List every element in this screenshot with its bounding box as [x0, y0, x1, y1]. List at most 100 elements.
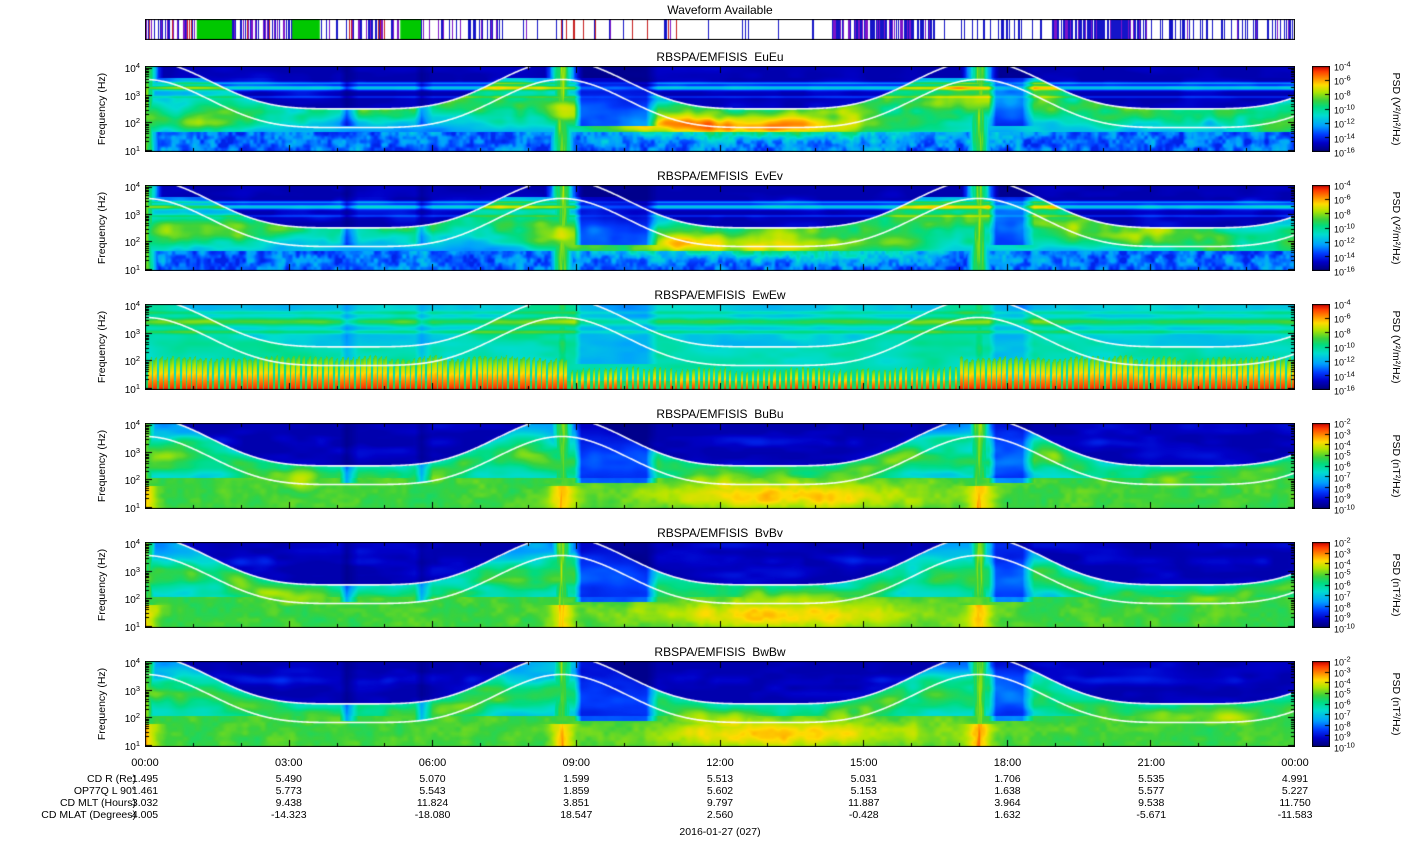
colorbar-tick-label: 10-4	[1334, 557, 1351, 570]
psd-axis-label-BwBw: PSD (nT²/Hz)	[1390, 672, 1402, 736]
y-tick-label: 101	[124, 381, 140, 396]
colorbar-tick-label: 10-8	[1334, 326, 1351, 340]
time-tick-label: 15:00	[849, 757, 878, 769]
y-tick-label: 102	[124, 353, 140, 369]
ephemeris-row-label: CD MLAT (Degrees)	[41, 809, 136, 821]
y-tick-label: 104	[124, 180, 140, 195]
exponent: 3	[135, 88, 140, 98]
time-tick-label: 06:00	[418, 757, 447, 769]
time-tick-label: 21:00	[1137, 757, 1166, 769]
colorbar-BuBu	[1312, 423, 1330, 509]
exponent: -8	[1344, 207, 1351, 217]
exponent: -3	[1344, 427, 1351, 437]
colorbar-tick-label: 10-4	[1334, 676, 1351, 689]
ephemeris-value: 11.824	[416, 797, 449, 809]
ephemeris-value: 9.438	[275, 797, 302, 809]
y-tick-label: 104	[124, 656, 140, 671]
colorbar-tick-label: 10-9	[1334, 729, 1351, 743]
ephemeris-value: 5.227	[1281, 785, 1309, 797]
colorbar-BvBv	[1312, 542, 1330, 628]
psd-axis-label-EvEv: PSD (V²/m²/Hz)	[1390, 191, 1402, 265]
colorbar-tick-label: 10-10	[1334, 621, 1355, 635]
exponent: -8	[1344, 481, 1351, 490]
ephemeris-value: 3.964	[994, 797, 1021, 809]
ephemeris-value: 4.991	[1281, 773, 1309, 785]
colorbar-tick-label: 10-8	[1334, 207, 1351, 221]
frequency-axis-label: Frequency (Hz)	[96, 548, 108, 622]
ephemeris-value: -11.583	[1277, 809, 1313, 821]
colorbar-tick-label: 10-16	[1334, 145, 1355, 159]
spectrogram-EuEu	[145, 66, 1295, 152]
colorbar-tick-label: 10-6	[1334, 311, 1351, 325]
exponent: -12	[1344, 354, 1355, 364]
ephemeris-value: -0.428	[848, 809, 879, 821]
exponent: -6	[1344, 578, 1351, 588]
exponent: 3	[135, 326, 140, 336]
exponent: 3	[135, 564, 140, 574]
exponent: -5	[1344, 448, 1351, 458]
colorbar-tick-label: 10-8	[1334, 481, 1351, 494]
frequency-axis-label: Frequency (Hz)	[96, 667, 108, 741]
y-tick-label: 104	[124, 418, 140, 433]
colorbar-tick-label: 10-16	[1334, 383, 1355, 397]
ephemeris-row-label: OP77Q L 90°	[73, 785, 136, 797]
colorbar-tick-label: 10-4	[1334, 438, 1351, 451]
exponent: 2	[135, 353, 140, 363]
colorbar-tick-label: 10-3	[1334, 546, 1351, 560]
exponent: -2	[1344, 535, 1351, 545]
exponent: -7	[1344, 589, 1351, 599]
panel-title-EuEu: RBSPA/EMFISIS EuEu	[656, 50, 784, 64]
ephemeris-value: 3.851	[563, 797, 590, 809]
ephemeris-value: 5.773	[275, 785, 302, 797]
ephemeris-value: -18.080	[414, 809, 451, 821]
ephemeris-value: 11.750	[1279, 797, 1311, 809]
exponent: -10	[1344, 340, 1355, 350]
colorbar-tick-label: 10-3	[1334, 427, 1351, 441]
psd-axis-label-EuEu: PSD (V²/m²/Hz)	[1390, 72, 1402, 146]
colorbar-tick-label: 10-8	[1334, 88, 1351, 102]
time-tick-label: 18:00	[993, 757, 1022, 769]
colorbar-tick-label: 10-10	[1334, 340, 1355, 354]
exponent: -4	[1344, 557, 1351, 566]
colorbar-tick-label: 10-6	[1334, 578, 1351, 592]
ephemeris-value: 18.547	[560, 809, 593, 821]
exponent: -2	[1344, 654, 1351, 664]
exponent: -4	[1344, 178, 1351, 188]
exponent: -5	[1344, 567, 1351, 577]
exponent: -9	[1344, 729, 1351, 739]
colorbar-tick-label: 10-5	[1334, 686, 1351, 700]
colorbar-tick-label: 10-2	[1334, 535, 1351, 549]
exponent: -12	[1344, 235, 1355, 245]
frequency-axis-label: Frequency (Hz)	[96, 310, 108, 384]
exponent: 1	[135, 381, 140, 391]
spectrogram-BuBu	[145, 423, 1295, 509]
ephemeris-value: 1.495	[131, 773, 159, 785]
colorbar-tick-label: 10-14	[1334, 131, 1355, 145]
y-tick-label: 101	[124, 262, 140, 277]
ephemeris-value: 1.638	[994, 785, 1021, 797]
exponent: -2	[1344, 416, 1351, 426]
ephemeris-value: 2.560	[706, 809, 734, 821]
exponent: 1	[135, 738, 140, 748]
exponent: -16	[1344, 145, 1355, 155]
exponent: 4	[135, 537, 140, 547]
exponent: -3	[1344, 546, 1351, 556]
spectrogram-EvEv	[145, 185, 1295, 271]
y-tick-label: 103	[124, 564, 140, 579]
colorbar-tick-label: 10-7	[1334, 470, 1351, 484]
time-tick-label: 09:00	[562, 757, 591, 769]
colorbar-tick-label: 10-7	[1334, 708, 1351, 722]
ephemeris-value: 5.070	[419, 773, 446, 785]
y-tick-label: 104	[124, 299, 140, 314]
spectrogram-BwBw	[145, 661, 1295, 747]
y-tick-label: 101	[124, 500, 140, 515]
y-tick-label: 101	[124, 619, 140, 634]
exponent: -14	[1344, 250, 1355, 260]
y-tick-label: 102	[124, 710, 140, 726]
exponent: -4	[1344, 59, 1351, 69]
colorbar-BwBw	[1312, 661, 1330, 747]
ephemeris-value: 5.513	[706, 773, 734, 785]
ephemeris-row-label: CD R (Re)	[87, 773, 136, 785]
exponent: 2	[135, 472, 140, 482]
spectrogram-EwEw	[145, 304, 1295, 390]
